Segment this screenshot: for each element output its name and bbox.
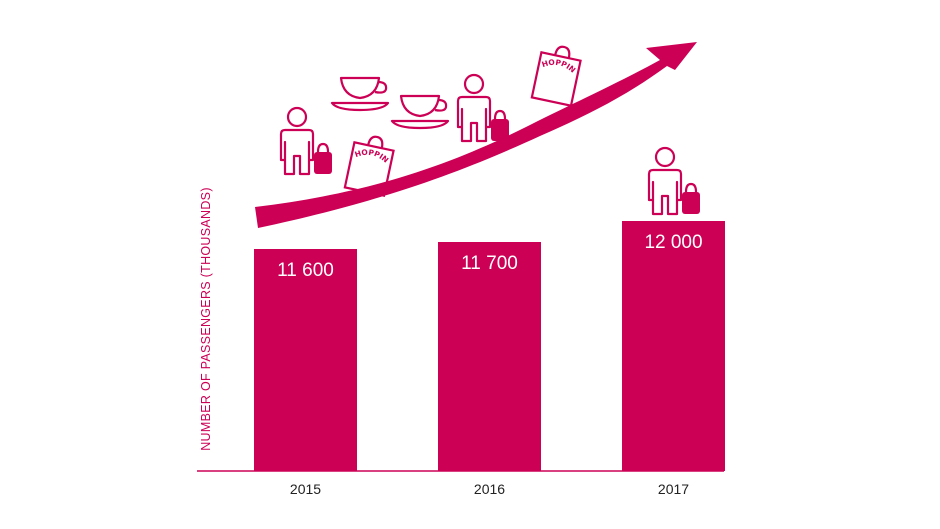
person-with-luggage-icon [279, 106, 334, 176]
coffee-cup-icon [390, 94, 450, 130]
y-axis-label: NUMBER OF PASSENGERS (THOUSANDS) [199, 187, 213, 451]
x-tick-label: 2016 [474, 481, 505, 497]
bar-value-label: 11 700 [461, 253, 518, 274]
bar-2015 [254, 249, 357, 471]
growth-arrow-icon [255, 42, 697, 228]
x-tick-label: 2015 [290, 481, 321, 497]
person-with-luggage-icon [456, 73, 511, 143]
bar-value-label: 11 600 [277, 260, 334, 281]
bars-layer: 11 600 2015 11 700 2016 12 000 2017 [254, 221, 725, 497]
x-tick-label: 2017 [658, 481, 689, 497]
decorative-icons: SHOPPING SHOPPING [255, 41, 702, 228]
coffee-cup-icon [330, 76, 390, 112]
bar-value-label: 12 000 [644, 232, 702, 253]
bar-2016 [438, 242, 541, 471]
person-with-luggage-icon [647, 146, 702, 216]
bar-2017 [622, 221, 725, 471]
shopping-bag-icon: SHOPPING [530, 41, 584, 107]
